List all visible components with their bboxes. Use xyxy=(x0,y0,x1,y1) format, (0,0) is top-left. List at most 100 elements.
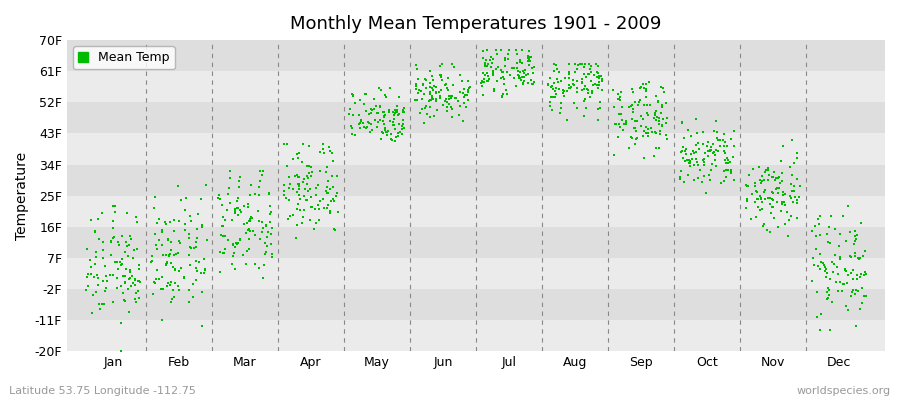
Point xyxy=(289,172,303,178)
Point xyxy=(323,198,338,204)
Point xyxy=(445,61,459,68)
Point xyxy=(376,108,391,115)
Point xyxy=(112,266,126,273)
Point xyxy=(92,235,106,242)
Point xyxy=(721,157,735,163)
Point xyxy=(580,86,594,92)
Point xyxy=(357,124,372,130)
Point xyxy=(770,199,784,205)
Point xyxy=(690,140,705,146)
Point xyxy=(554,104,569,111)
Point xyxy=(127,247,141,254)
Point xyxy=(378,94,392,100)
Point xyxy=(230,205,245,211)
Point xyxy=(303,194,318,201)
Point xyxy=(379,129,393,136)
Point xyxy=(660,136,674,142)
Point xyxy=(583,94,598,100)
Point xyxy=(376,113,391,119)
Point xyxy=(829,279,843,285)
Point xyxy=(695,179,709,186)
Point xyxy=(498,55,512,62)
Point xyxy=(144,252,158,259)
Point xyxy=(765,174,779,180)
Point xyxy=(688,116,703,122)
Point xyxy=(148,194,162,200)
Point xyxy=(550,75,564,82)
Point xyxy=(251,218,266,224)
Point xyxy=(301,174,315,181)
Point xyxy=(852,255,867,261)
Point xyxy=(122,233,137,240)
Point xyxy=(112,242,126,248)
Point xyxy=(727,143,742,149)
Point xyxy=(432,95,446,102)
Point xyxy=(112,259,127,265)
Point xyxy=(683,158,698,165)
Point xyxy=(256,225,270,231)
Point xyxy=(321,190,336,196)
Point xyxy=(673,149,688,155)
Point xyxy=(390,106,404,113)
Point xyxy=(174,197,188,203)
Point xyxy=(132,295,147,302)
Point xyxy=(159,252,174,258)
Point xyxy=(245,215,259,221)
Point xyxy=(280,140,294,147)
Point xyxy=(724,170,738,176)
Point xyxy=(813,250,827,257)
Point xyxy=(493,67,508,73)
Point xyxy=(307,226,321,233)
Point xyxy=(144,259,158,265)
Point xyxy=(767,169,781,175)
Point xyxy=(97,300,112,307)
Point xyxy=(152,276,166,282)
Point xyxy=(486,72,500,78)
Point xyxy=(94,301,109,308)
Point xyxy=(579,74,593,80)
Point xyxy=(768,176,782,183)
Point xyxy=(703,146,717,153)
Point xyxy=(151,216,166,222)
Point xyxy=(300,173,314,179)
Point xyxy=(364,106,378,112)
Point xyxy=(703,147,717,154)
Point xyxy=(177,274,192,281)
Point xyxy=(194,322,209,329)
Point xyxy=(524,54,538,60)
Bar xyxy=(67,227,885,258)
Point xyxy=(848,253,862,259)
Point xyxy=(375,130,390,136)
Point xyxy=(838,266,852,272)
Point xyxy=(567,61,581,68)
Point xyxy=(93,305,107,312)
Bar xyxy=(67,40,885,71)
Point xyxy=(641,126,655,133)
Point xyxy=(741,183,755,190)
Point xyxy=(649,145,663,151)
Point xyxy=(292,192,306,198)
Point xyxy=(422,90,436,97)
Point xyxy=(114,261,129,267)
Point xyxy=(820,296,834,302)
Point xyxy=(682,160,697,166)
Point xyxy=(625,116,639,122)
Point xyxy=(300,181,314,187)
Point xyxy=(290,150,304,157)
Point xyxy=(218,217,232,223)
Point xyxy=(265,225,279,231)
Point xyxy=(848,228,862,234)
Point xyxy=(256,168,270,175)
Point xyxy=(517,70,531,76)
Point xyxy=(789,197,804,204)
Point xyxy=(173,239,187,246)
Point xyxy=(128,282,142,288)
Point xyxy=(822,291,836,298)
Point xyxy=(291,180,305,187)
Point xyxy=(609,120,624,127)
Point xyxy=(762,194,777,201)
Point xyxy=(833,254,848,260)
Point xyxy=(758,169,772,176)
Point xyxy=(415,106,429,112)
Point xyxy=(434,86,448,93)
